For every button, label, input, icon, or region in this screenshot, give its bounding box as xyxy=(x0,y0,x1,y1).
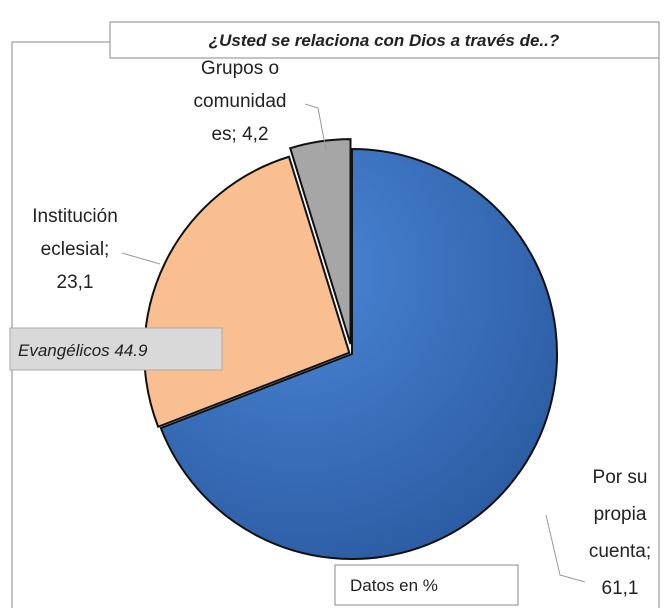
slice-label-line: Por su xyxy=(593,467,648,488)
title-box xyxy=(109,21,660,59)
slice-label-line: propia xyxy=(594,504,647,525)
leader-line xyxy=(121,252,161,265)
pie-slice xyxy=(288,138,352,345)
slice-label-line: 23,1 xyxy=(57,272,94,293)
leader-line xyxy=(545,514,586,583)
slice-label-line: eclesial; xyxy=(41,239,110,260)
slice-label-line: Institución xyxy=(32,206,118,227)
leader-line xyxy=(304,103,327,151)
slice-label-line: es; 4,2 xyxy=(211,124,268,145)
chart-title: ¿Usted se relaciona con Dios a través de… xyxy=(209,31,560,50)
slice-label: Grupos o comunidad es; 4,2 xyxy=(194,58,287,145)
slice-label: Institución eclesial; 23,1 xyxy=(32,206,118,293)
annotation: Evangélicos 44.9 xyxy=(18,341,148,360)
annotation-box xyxy=(334,564,519,606)
slice-label-line: 61,1 xyxy=(602,578,639,599)
slice-label-line: cuenta; xyxy=(589,541,651,562)
annotation: Datos en % xyxy=(350,576,438,595)
slice-label: Por su propia cuenta; 61,1 xyxy=(589,467,651,599)
annotation-box xyxy=(9,327,223,371)
slice-label-line: comunidad xyxy=(194,91,287,112)
pie-slice xyxy=(159,147,558,560)
slice-label-line: Grupos o xyxy=(201,58,279,79)
